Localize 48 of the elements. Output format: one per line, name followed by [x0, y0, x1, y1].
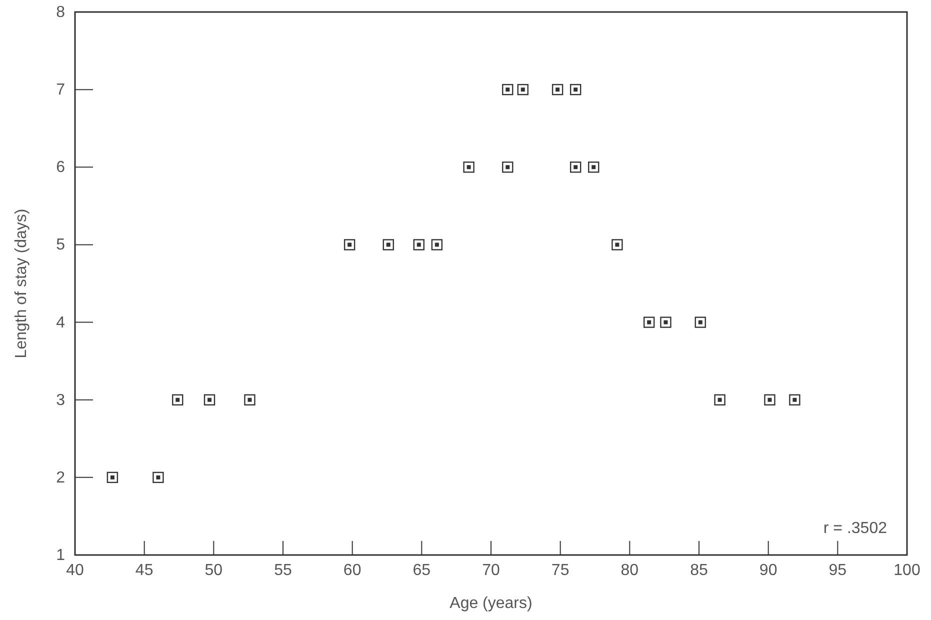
x-tick-label: 60: [343, 562, 362, 579]
x-tick-label: 90: [759, 562, 778, 579]
point: [789, 394, 800, 406]
x-tick-label: 75: [551, 562, 570, 579]
point: [714, 394, 726, 406]
x-tick-label: 95: [828, 562, 847, 579]
point: [643, 316, 655, 328]
annotation: r = .3502: [823, 520, 888, 537]
y-tick-label: 1: [56, 547, 66, 564]
point: [588, 162, 600, 173]
point: [764, 394, 776, 406]
point: [502, 84, 514, 96]
y-tick-label: 7: [56, 82, 66, 99]
x-axis-title: Age (years): [450, 595, 532, 612]
point: [413, 239, 424, 250]
y-tick-label: 5: [56, 236, 66, 254]
point: [106, 472, 118, 484]
point: [431, 239, 443, 250]
point: [570, 162, 582, 173]
x-tick-label: 100: [894, 562, 920, 579]
point: [344, 239, 356, 250]
point: [172, 394, 184, 406]
x-tick-label: 40: [66, 562, 84, 579]
point: [517, 84, 528, 96]
x-tick-label: 55: [274, 562, 292, 579]
point: [382, 239, 394, 250]
x-tick-label: 85: [690, 562, 708, 579]
point: [502, 162, 514, 173]
point: [660, 316, 672, 328]
point: [204, 394, 216, 406]
point: [612, 239, 623, 250]
x-tick-label: 45: [135, 562, 154, 579]
x-tick-label: 50: [204, 562, 223, 579]
x-tick-label: 65: [412, 562, 431, 579]
point: [463, 162, 474, 173]
point: [694, 316, 706, 328]
y-tick-label: 2: [56, 469, 66, 486]
y-tick-label: 8: [56, 4, 66, 21]
point: [570, 84, 582, 96]
point: [552, 84, 564, 96]
point: [244, 394, 256, 406]
x-tick-label: 70: [482, 562, 500, 579]
y-axis-title: Length of stay (days): [13, 208, 30, 358]
y-tick-label: 4: [56, 314, 66, 332]
y-tick-label: 3: [56, 392, 66, 409]
x-tick-label: 80: [620, 562, 639, 579]
y-tick-label: 6: [56, 159, 66, 176]
point: [152, 472, 164, 484]
